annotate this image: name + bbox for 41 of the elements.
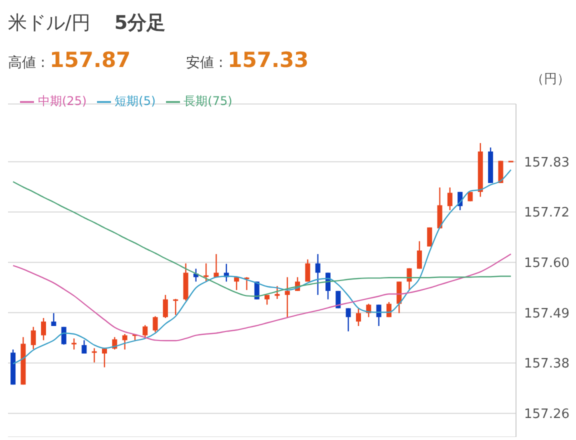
- candlestick: [214, 253, 219, 278]
- candlestick: [92, 348, 97, 364]
- candlestick: [41, 317, 46, 341]
- candlestick: [315, 253, 320, 296]
- candlestick: [204, 262, 209, 282]
- text: 安値 : 157.33: [186, 48, 309, 72]
- candlestick: [416, 240, 422, 270]
- y-tick-label: 157.49: [524, 306, 570, 322]
- y-tick-label: 157.38: [524, 356, 570, 372]
- legend-label: 中期(25): [38, 94, 87, 108]
- line-series: [12, 253, 512, 342]
- y-tick-label: 157.60: [524, 256, 570, 271]
- candlestick: [274, 285, 280, 300]
- candlestick: [82, 340, 87, 354]
- candlestick: [162, 294, 168, 319]
- candlestick: [437, 186, 442, 229]
- candlestick: [173, 298, 178, 316]
- y-axis-title: （円）: [531, 71, 570, 88]
- candlestick: [447, 186, 452, 211]
- legend-label: 短期(5): [114, 94, 156, 108]
- candlestick: [284, 276, 290, 318]
- candlestick: [102, 348, 107, 368]
- y-tick-label: 157.26: [524, 406, 570, 422]
- candlestick: [72, 338, 76, 350]
- candlestick: [305, 258, 310, 282]
- candlestick: [122, 333, 128, 350]
- candlestick: [30, 326, 36, 350]
- y-tick-label: 157.72: [524, 206, 570, 221]
- candlestick: [396, 281, 402, 314]
- candlestick: [406, 268, 412, 290]
- chart-title: 米ドル/円 5分足: [8, 12, 166, 34]
- candlestick: [234, 276, 240, 291]
- candlestick: [51, 312, 56, 327]
- y-tick-label: 157.83: [524, 155, 570, 170]
- candlestick: [152, 316, 158, 333]
- candlestick: [142, 324, 148, 340]
- candlestick: [356, 308, 361, 327]
- text: 高値 : 157.87: [8, 48, 131, 72]
- legend-label: 長期(75): [184, 94, 232, 108]
- candlestick: [346, 308, 351, 332]
- candlestick: [244, 276, 250, 291]
